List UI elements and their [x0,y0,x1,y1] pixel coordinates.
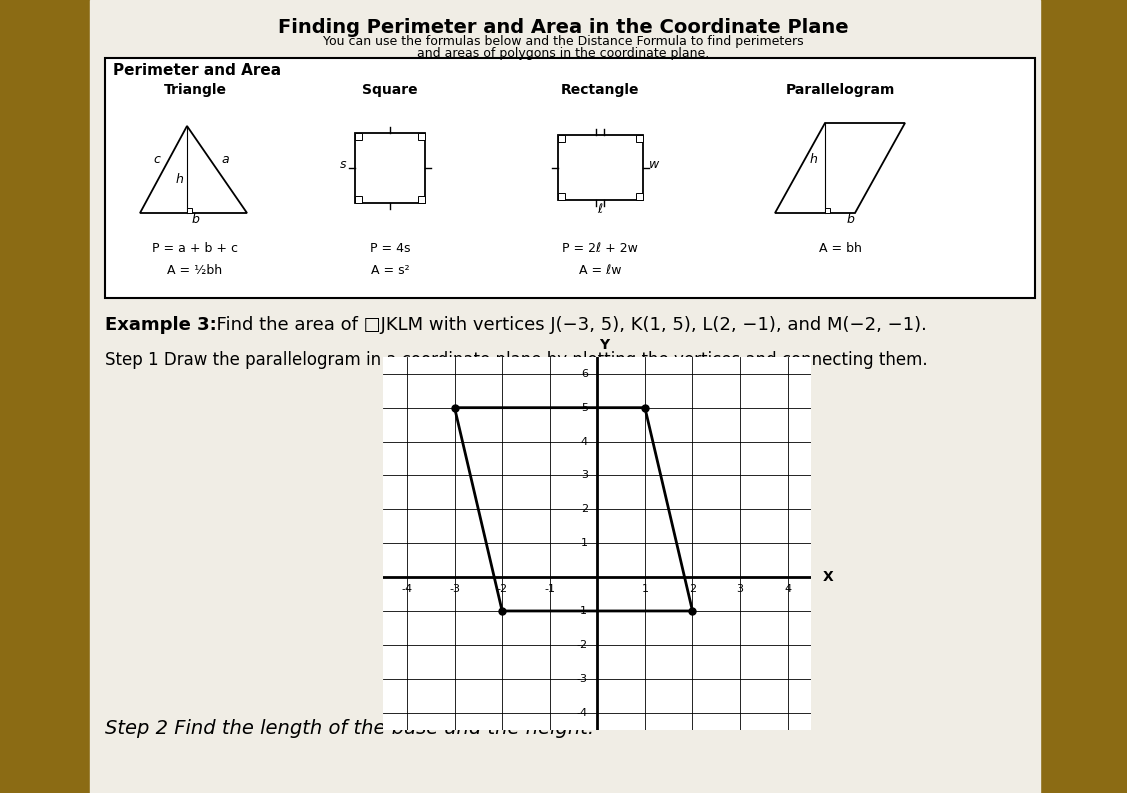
Bar [418,133,425,140]
Text: -2: -2 [577,640,588,649]
Text: h: h [809,153,817,166]
Text: Triangle: Triangle [163,83,227,97]
Text: A = ℓw: A = ℓw [579,263,621,277]
Text: Step 2 Find the length of the base and the height.: Step 2 Find the length of the base and t… [105,719,594,738]
Bar [90,0,1040,793]
Text: 6: 6 [580,369,588,379]
Bar [105,58,1035,298]
Text: P = 2ℓ + 2w: P = 2ℓ + 2w [562,242,638,255]
Bar [636,193,644,200]
Text: -4: -4 [401,584,412,594]
Text: P = 4s: P = 4s [370,242,410,255]
Text: a: a [221,153,229,166]
Text: Example 3:: Example 3: [105,316,216,334]
Text: P = a + b + c: P = a + b + c [152,242,238,255]
Text: Perimeter and Area: Perimeter and Area [113,63,281,78]
Text: 5: 5 [580,403,588,412]
Text: c: c [153,153,160,166]
Text: -4: -4 [577,707,588,718]
Polygon shape [140,126,247,213]
Text: Y: Y [600,338,610,352]
Text: Find the area of □JKLM with vertices J(−3, 5), K(1, 5), L(2, −1), and M(−2, −1).: Find the area of □JKLM with vertices J(−… [205,316,926,334]
Text: Step 1 Draw the parallelogram in a coordinate plane by plotting the vertices and: Step 1 Draw the parallelogram in a coord… [105,351,928,369]
Text: 2: 2 [580,504,588,515]
Text: b: b [192,213,199,226]
Text: A = s²: A = s² [371,263,409,277]
Text: 3: 3 [580,470,588,481]
Text: -3: -3 [577,674,588,684]
Text: h: h [176,173,184,186]
Polygon shape [775,123,905,213]
Bar [355,196,362,203]
Text: -3: -3 [449,584,460,594]
Text: Finding Perimeter and Area in the Coordinate Plane: Finding Perimeter and Area in the Coordi… [277,18,849,37]
Text: Parallelogram: Parallelogram [786,83,895,97]
Text: s: s [339,158,346,171]
Text: 1: 1 [641,584,648,594]
Text: Rectangle: Rectangle [561,83,639,97]
Text: 2: 2 [689,584,696,594]
Bar [558,135,644,200]
Text: and areas of polygons in the coordinate plane.: and areas of polygons in the coordinate … [417,47,709,60]
Bar [418,196,425,203]
Text: -2: -2 [497,584,507,594]
Bar [636,135,644,142]
Bar [558,193,565,200]
Bar [825,208,829,213]
Text: A = ½bh: A = ½bh [168,263,222,277]
Text: 3: 3 [737,584,744,594]
Text: You can use the formulas below and the Distance Formula to find perimeters: You can use the formulas below and the D… [322,35,804,48]
Bar [187,208,192,213]
Text: Square: Square [362,83,418,97]
Text: 1: 1 [580,538,588,548]
Text: X: X [823,570,834,584]
Bar [355,133,425,203]
Bar [558,135,565,142]
Text: A = bh: A = bh [818,242,861,255]
Text: 4: 4 [784,584,791,594]
Bar [355,133,362,140]
Text: b: b [846,213,854,226]
Text: -1: -1 [544,584,556,594]
Text: 4: 4 [580,437,588,446]
Text: ℓ: ℓ [597,203,603,216]
Text: w: w [649,158,659,171]
Text: -1: -1 [577,606,588,616]
